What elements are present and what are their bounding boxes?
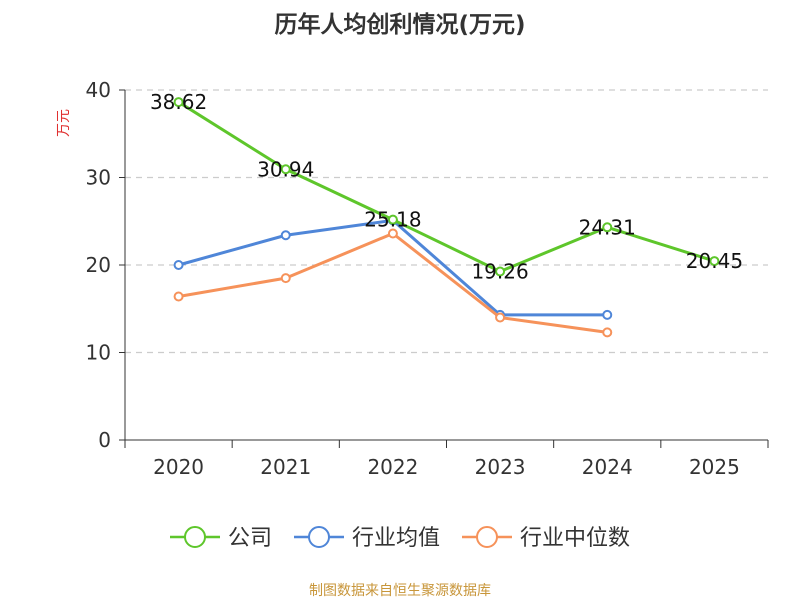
data-point (387, 228, 398, 239)
chart-title: 历年人均创利情况(万元) (274, 11, 525, 38)
data-point (495, 266, 506, 277)
y-tick-label: 30 (86, 166, 111, 190)
data-point (387, 214, 398, 225)
data-point (280, 164, 291, 175)
data-label: 19.26 (471, 259, 528, 283)
data-label: 20.45 (686, 249, 743, 273)
x-tick-label: 2020 (153, 455, 204, 479)
y-tick-label: 10 (86, 341, 111, 365)
grid-layer (125, 89, 768, 354)
series-line (177, 100, 716, 273)
legend-marker (184, 526, 206, 548)
data-label: 30.94 (257, 157, 314, 181)
data-point (173, 291, 184, 302)
x-tick-label: 2021 (260, 455, 311, 479)
label-layer: 38.62 30.94 25.18 19.26 24.31 20.45 (150, 90, 743, 283)
series-layer (173, 97, 720, 338)
data-point (280, 230, 291, 241)
legend-label: 行业中位数 (520, 526, 630, 551)
x-tick-label: 2022 (367, 455, 418, 479)
x-tick-label: 2024 (582, 455, 633, 479)
data-point (173, 97, 184, 108)
data-label: 24.31 (579, 215, 636, 239)
x-tick-label: 2023 (475, 455, 526, 479)
data-point (280, 273, 291, 284)
legend-label: 行业均值 (352, 526, 440, 551)
data-point (602, 327, 613, 338)
y-tick-label: 40 (86, 78, 111, 102)
data-point (173, 260, 184, 270)
y-tick-label: 0 (98, 428, 111, 452)
legend-marker (308, 526, 330, 548)
data-point (495, 312, 506, 323)
source-note: 制图数据来自恒生聚源数据库 (309, 583, 491, 599)
data-point (709, 256, 720, 267)
legend-marker (476, 526, 498, 548)
data-label: 38.62 (150, 90, 207, 114)
data-point (602, 222, 613, 233)
axis-layer: 0 10 20 30 40 2020 2021 2022 2023 2024 2025 (86, 78, 769, 479)
data-label: 25.18 (364, 208, 421, 232)
y-axis-label: 万元 (56, 109, 72, 137)
data-point (602, 309, 613, 320)
x-tick-label: 2025 (689, 455, 740, 479)
legend-label: 公司 (228, 526, 272, 551)
legend: 公司 行业均值 行业中位数 (170, 526, 630, 551)
y-tick-label: 20 (86, 253, 111, 277)
